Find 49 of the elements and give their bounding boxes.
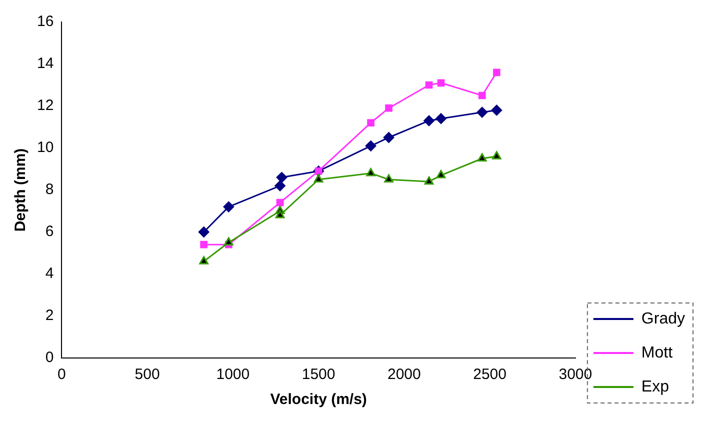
point [476,106,488,118]
point [425,81,433,89]
point [276,198,284,206]
point [275,210,285,218]
point [492,151,502,160]
point [491,104,502,116]
x-tick-label: 0 [58,366,66,384]
y-axis-title: Depth (mm) [12,148,30,232]
x-tick-label: 2500 [473,366,506,384]
point [223,201,234,212]
legend-label: Exp [641,378,670,396]
y-tick-label: 12 [36,97,54,114]
point [436,113,446,124]
point [478,92,486,100]
x-tick-label: 500 [134,366,160,384]
x-tick-label: 2000 [387,366,421,384]
x-tick-label: 1500 [302,366,336,384]
point [224,237,234,246]
y-tick-label: 4 [45,265,54,282]
y-tick-label: 2 [45,307,54,324]
point [385,104,392,112]
point [492,68,500,76]
point [367,119,374,126]
point [199,256,208,264]
point [383,132,394,143]
point [365,140,376,152]
y-tick-label: 14 [36,55,54,72]
legend-label: Grady [641,310,686,328]
point [274,180,286,192]
x-tick-label: 1000 [216,366,250,384]
x-axis-title: Velocity (m/s) [270,391,367,408]
point [198,226,210,238]
point [314,174,324,182]
point [436,170,446,178]
point [384,174,394,182]
legend-label: Mott [641,344,674,362]
point [200,240,208,248]
point [366,168,376,176]
point [424,176,434,185]
y-tick-label: 16 [36,13,54,30]
y-tick-label: 10 [36,139,54,156]
point [477,153,487,162]
y-tick-label: 0 [45,349,54,366]
point [437,79,445,87]
point [276,172,288,183]
point [424,115,435,126]
x-tick-label: 3000 [558,366,592,384]
y-tick-label: 8 [45,181,54,198]
y-tick-label: 6 [45,223,54,240]
